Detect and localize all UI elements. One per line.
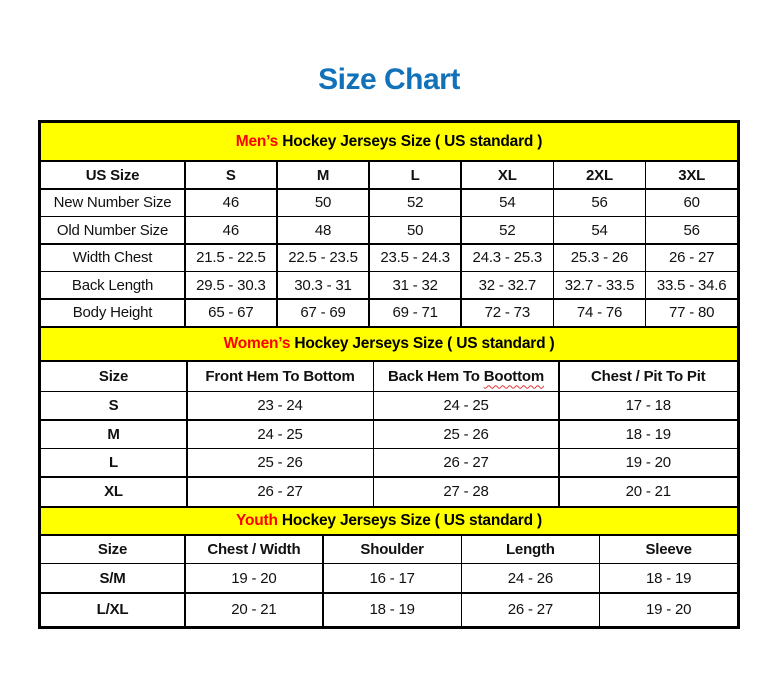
value-cell: 22.5 - 23.5: [277, 244, 369, 271]
header-cell: Front Hem To Bottom: [187, 361, 373, 391]
value-cell: 26 - 27: [187, 477, 373, 506]
value-cell: 21.5 - 22.5: [185, 244, 277, 271]
header-cell: Sleeve: [600, 535, 737, 563]
value-cell: 27 - 28: [374, 477, 558, 506]
value-cell: 19 - 20: [185, 564, 323, 592]
youth-size-table: Size Chest / Width Shoulder Length Sleev…: [41, 535, 737, 626]
value-cell: 46: [185, 217, 277, 243]
value-cell: 60: [646, 189, 737, 216]
value-cell: 69 - 71: [369, 299, 461, 326]
row-label: Old Number Size: [41, 217, 184, 243]
mens-size-table: US Size S M L XL 2XL 3XL New Number Size…: [41, 162, 737, 326]
header-cell: US Size: [41, 162, 184, 188]
value-cell: 67 - 69: [277, 299, 369, 326]
row-label: L: [41, 449, 186, 476]
youth-band-text: Hockey Jerseys Size ( US standard ): [277, 511, 542, 529]
value-cell: 18 - 19: [323, 593, 461, 626]
value-cell: 54: [554, 217, 645, 243]
value-cell: 18 - 19: [559, 420, 737, 448]
header-cell: S: [185, 162, 277, 188]
value-cell: 72 - 73: [461, 299, 553, 326]
value-cell: 46: [185, 189, 277, 216]
value-cell: 19 - 20: [600, 593, 737, 626]
row-label: New Number Size: [41, 189, 184, 216]
value-cell: 23 - 24: [187, 392, 373, 419]
value-cell: 24 - 25: [374, 392, 558, 419]
header-cell-misspelled: Back Hem To Boottom: [374, 361, 558, 391]
value-cell: 65 - 67: [185, 299, 277, 326]
value-cell: 25 - 26: [187, 449, 373, 476]
page-title: Size Chart: [318, 63, 460, 96]
header-text: Back Hem To: [388, 367, 484, 385]
value-cell: 50: [277, 189, 369, 216]
value-cell: 31 - 32: [369, 272, 461, 298]
value-cell: 20 - 21: [559, 477, 737, 506]
value-cell: 19 - 20: [559, 449, 737, 476]
mens-section-band: Men’s Hockey Jerseys Size ( US standard …: [41, 123, 737, 162]
value-cell: 24.3 - 25.3: [461, 244, 553, 271]
row-label: XL: [41, 477, 186, 506]
value-cell: 33.5 - 34.6: [646, 272, 737, 298]
value-cell: 56: [554, 189, 645, 216]
spellcheck-underlined-word: Boottom: [483, 367, 544, 385]
value-cell: 26 - 27: [462, 593, 599, 626]
row-label: S: [41, 392, 186, 419]
youth-band-highlight: Youth: [236, 511, 278, 529]
value-cell: 29.5 - 30.3: [185, 272, 277, 298]
size-chart-table: Men’s Hockey Jerseys Size ( US standard …: [38, 120, 740, 629]
value-cell: 77 - 80: [646, 299, 737, 326]
youth-section-band: Youth Hockey Jerseys Size ( US standard …: [41, 505, 737, 536]
header-cell: 3XL: [646, 162, 737, 188]
mens-band-highlight: Men’s: [235, 132, 279, 150]
header-cell: M: [277, 162, 369, 188]
header-cell: Chest / Pit To Pit: [559, 361, 737, 391]
row-label: Body Height: [41, 299, 184, 326]
header-cell: 2XL: [554, 162, 645, 188]
header-cell: Size: [41, 361, 186, 391]
value-cell: 52: [461, 217, 553, 243]
header-cell: Length: [462, 535, 599, 563]
value-cell: 54: [461, 189, 553, 216]
womens-size-table: Size Front Hem To Bottom Back Hem To Boo…: [41, 361, 737, 506]
value-cell: 24 - 25: [187, 420, 373, 448]
value-cell: 16 - 17: [323, 564, 461, 592]
value-cell: 23.5 - 24.3: [369, 244, 461, 271]
value-cell: 52: [369, 189, 461, 216]
header-cell: XL: [461, 162, 553, 188]
value-cell: 74 - 76: [554, 299, 645, 326]
row-label: S/M: [41, 564, 184, 592]
value-cell: 26 - 27: [646, 244, 737, 271]
header-cell: Shoulder: [323, 535, 461, 563]
value-cell: 18 - 19: [600, 564, 737, 592]
value-cell: 20 - 21: [185, 593, 323, 626]
value-cell: 56: [646, 217, 737, 243]
row-label: Width Chest: [41, 244, 184, 271]
value-cell: 25.3 - 26: [554, 244, 645, 271]
value-cell: 32.7 - 33.5: [554, 272, 645, 298]
womens-section-band: Women’s Hockey Jerseys Size ( US standar…: [41, 325, 737, 362]
header-cell: L: [369, 162, 461, 188]
value-cell: 48: [277, 217, 369, 243]
header-cell: Size: [41, 535, 184, 563]
header-cell: Chest / Width: [185, 535, 323, 563]
womens-band-text: Hockey Jerseys Size ( US standard ): [290, 334, 555, 352]
womens-band-highlight: Women’s: [223, 334, 291, 352]
row-label: L/XL: [41, 593, 184, 626]
value-cell: 50: [369, 217, 461, 243]
value-cell: 32 - 32.7: [461, 272, 553, 298]
row-label: M: [41, 420, 186, 448]
value-cell: 17 - 18: [559, 392, 737, 419]
row-label: Back Length: [41, 272, 184, 298]
value-cell: 24 - 26: [462, 564, 599, 592]
mens-band-text: Hockey Jerseys Size ( US standard ): [278, 132, 543, 150]
value-cell: 30.3 - 31: [277, 272, 369, 298]
value-cell: 25 - 26: [374, 420, 558, 448]
value-cell: 26 - 27: [374, 449, 558, 476]
